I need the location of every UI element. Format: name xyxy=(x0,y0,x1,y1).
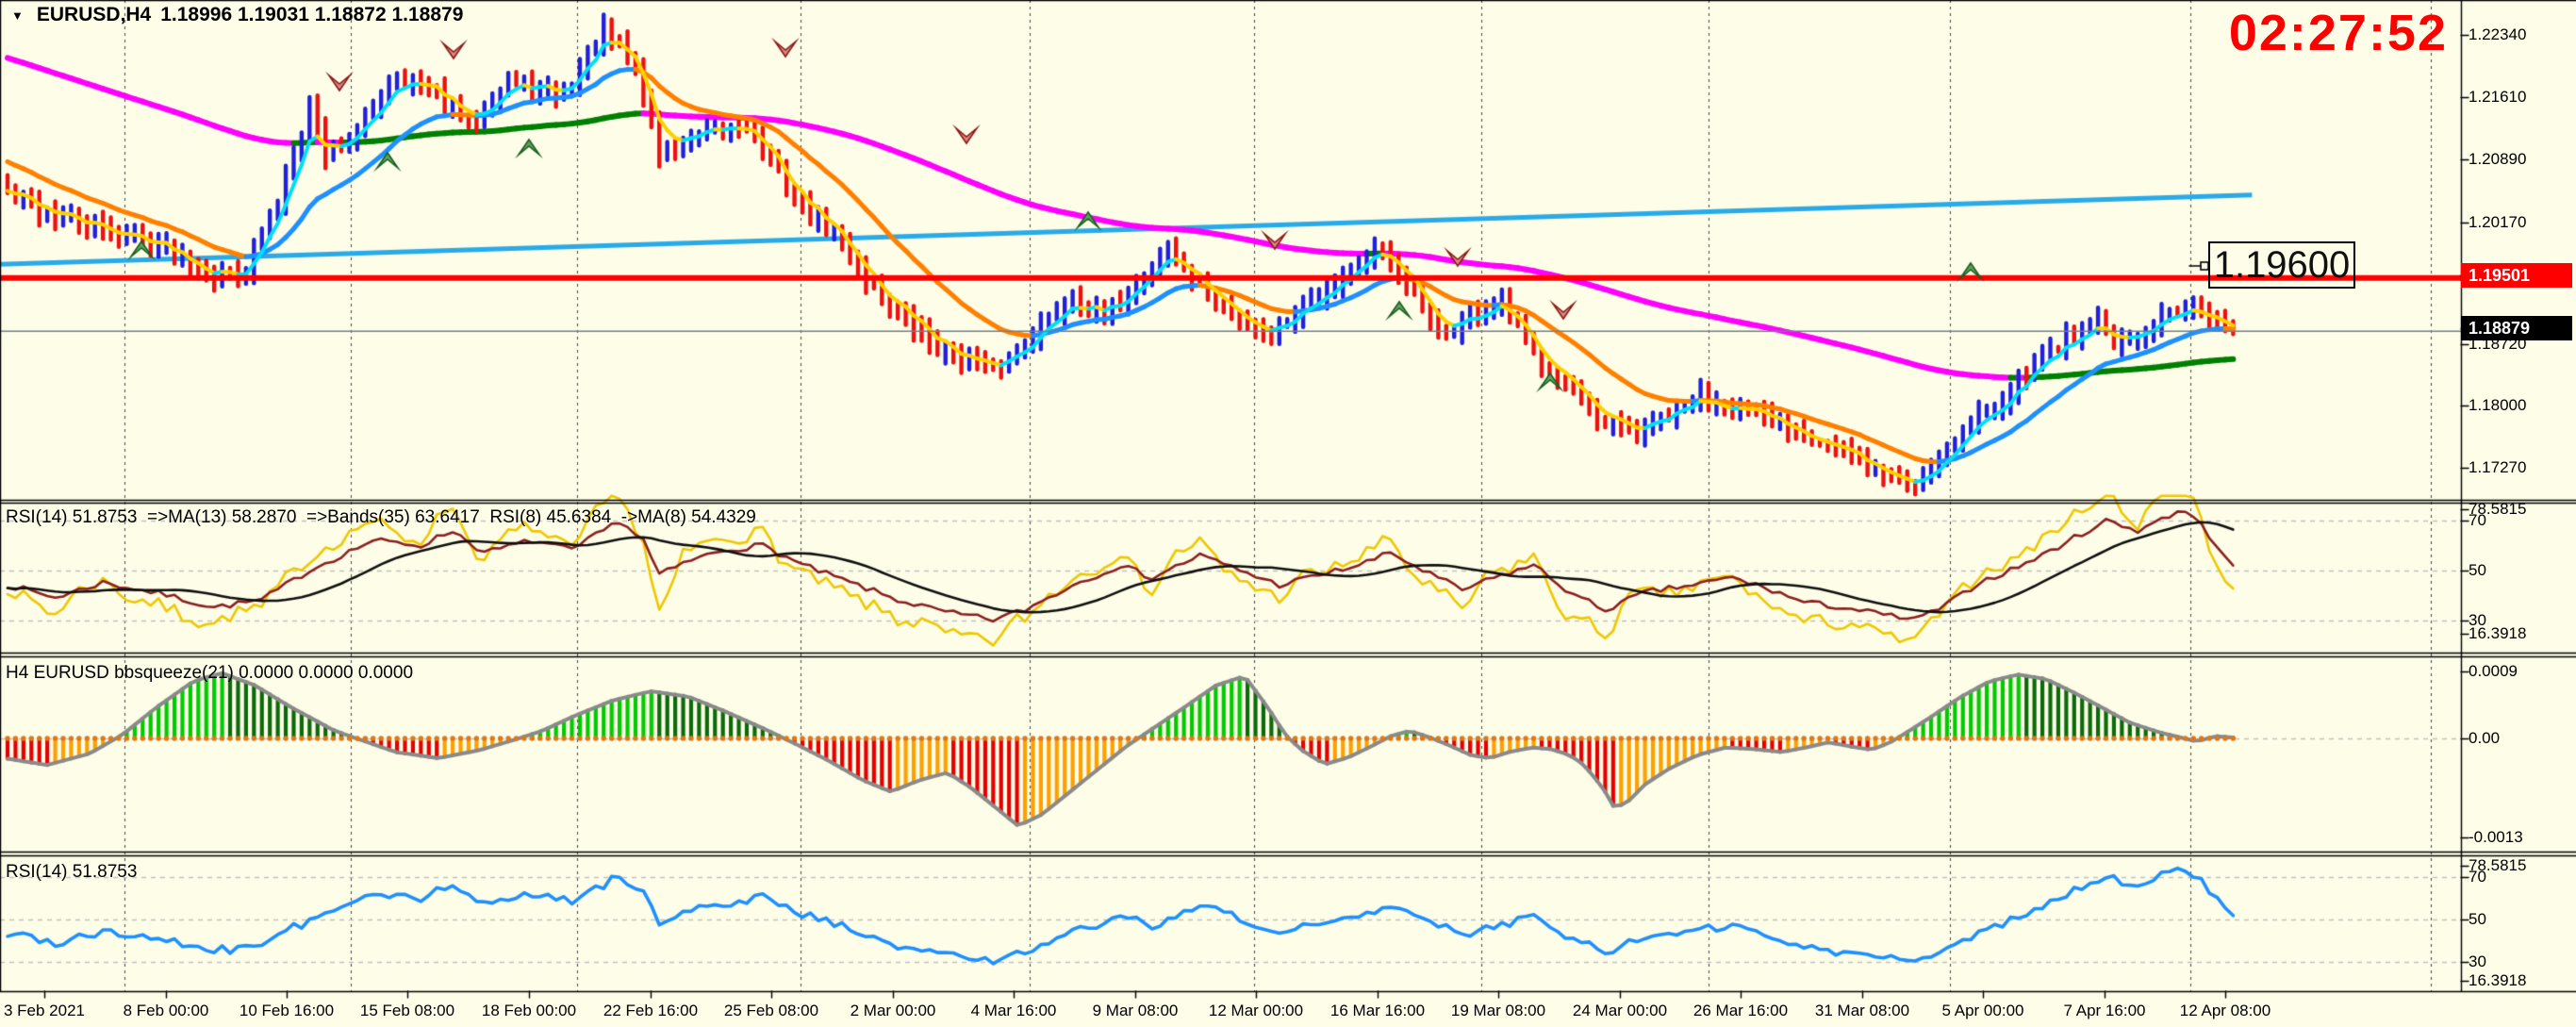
time-axis-label[interactable]: 3 Feb 2021 xyxy=(3,1002,86,1019)
price-axis-label: 30 xyxy=(2469,952,2486,970)
time-axis-label[interactable]: 4 Mar 16:00 xyxy=(970,1002,1057,1019)
price-axis-label: 50 xyxy=(2469,561,2486,579)
price-axis-label: 0.0009 xyxy=(2469,662,2518,680)
time-axis-label[interactable]: 12 Apr 08:00 xyxy=(2179,1002,2271,1019)
time-axis-label[interactable]: 22 Feb 16:00 xyxy=(603,1002,699,1019)
rsi2-indicator-label: RSI(14) 51.8753 xyxy=(6,862,138,882)
rsi-indicator-label: RSI(14) 51.8753 =>MA(13) 58.2870 =>Bands… xyxy=(6,507,756,527)
price-axis-label: -0.0013 xyxy=(2469,828,2523,846)
price-axis-label: 78.5815 xyxy=(2469,500,2527,518)
symbol-period-label: EURUSD,H4 xyxy=(36,4,152,25)
price-axis-label: 1.20170 xyxy=(2469,213,2527,231)
time-axis-label[interactable]: 24 Mar 00:00 xyxy=(1572,1002,1668,1019)
price-axis-label: 30 xyxy=(2469,611,2486,629)
price-axis-label: 70 xyxy=(2469,511,2486,529)
price-axis-label: 70 xyxy=(2469,868,2486,886)
horizontal-line-price-label[interactable]: 1.19600 xyxy=(2208,241,2355,289)
time-axis-label[interactable]: 19 Mar 08:00 xyxy=(1450,1002,1546,1019)
current-price-tag: 1.18879 xyxy=(2461,316,2572,340)
time-axis-label[interactable]: 8 Feb 00:00 xyxy=(123,1002,209,1019)
time-axis-label[interactable]: 7 Apr 16:00 xyxy=(2063,1002,2146,1019)
price-axis-label: 16.3918 xyxy=(2469,624,2527,642)
time-axis-label[interactable]: 26 Mar 16:00 xyxy=(1693,1002,1789,1019)
price-axis-label: 1.21610 xyxy=(2469,88,2527,106)
time-axis-label[interactable]: 10 Feb 16:00 xyxy=(239,1002,335,1019)
price-axis-label: 50 xyxy=(2469,910,2486,928)
price-axis-label: 1.17270 xyxy=(2469,458,2527,476)
candle-countdown-timer: 02:27:52 xyxy=(2228,5,2448,61)
time-axis-label[interactable]: 15 Feb 08:00 xyxy=(359,1002,455,1019)
ohlc-values: 1.18996 1.19031 1.18872 1.18879 xyxy=(160,4,464,25)
squeeze-panel[interactable] xyxy=(0,656,2461,852)
price-axis-label: 16.3918 xyxy=(2469,971,2527,989)
time-axis-label[interactable]: 2 Mar 00:00 xyxy=(850,1002,936,1019)
chart-title-bar: ▼ EURUSD,H4 1.18996 1.19031 1.18872 1.18… xyxy=(8,4,463,26)
time-axis-label[interactable]: 9 Mar 08:00 xyxy=(1092,1002,1179,1019)
price-axis-label: 1.18000 xyxy=(2469,396,2527,414)
time-axis-label[interactable]: 16 Mar 16:00 xyxy=(1329,1002,1426,1019)
main-price-panel[interactable] xyxy=(0,0,2461,500)
price-axis-label: 0.00 xyxy=(2469,729,2501,747)
symbol-dropdown-icon[interactable]: ▼ xyxy=(11,8,24,23)
hline-price-tag: 1.19501 xyxy=(2461,263,2572,288)
squeeze-indicator-label: H4 EURUSD bbsqueeze(21) 0.0000 0.0000 0.… xyxy=(6,663,414,683)
price-axis-label: 1.20890 xyxy=(2469,150,2527,168)
price-axis-label: 78.5815 xyxy=(2469,856,2527,874)
time-axis-label[interactable]: 18 Feb 00:00 xyxy=(481,1002,577,1019)
time-axis-label[interactable]: 31 Mar 08:00 xyxy=(1814,1002,1910,1019)
time-axis-label[interactable]: 12 Mar 00:00 xyxy=(1208,1002,1304,1019)
time-axis-label[interactable]: 5 Apr 00:00 xyxy=(1941,1002,2024,1019)
time-axis-label[interactable]: 25 Feb 08:00 xyxy=(723,1002,819,1019)
rsi2-panel[interactable] xyxy=(0,855,2461,991)
price-axis-label: 1.22340 xyxy=(2469,25,2527,43)
